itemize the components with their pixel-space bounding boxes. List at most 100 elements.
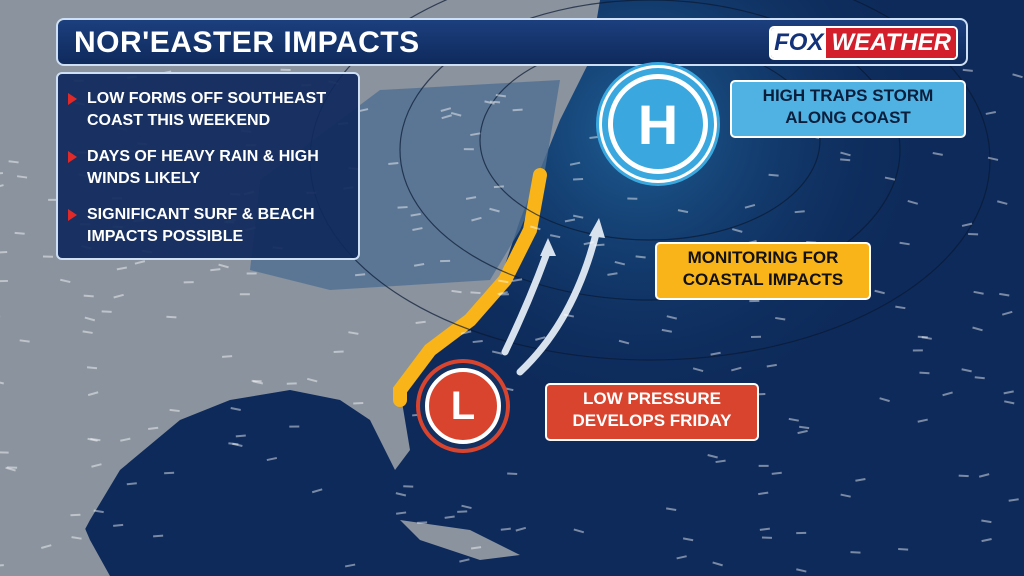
wind-streak [974, 376, 985, 380]
wind-streak [794, 210, 805, 214]
wind-streak [495, 94, 507, 98]
impacts-list: LOW FORMS OFF SOUTHEAST COAST THIS WEEKE… [56, 72, 360, 260]
wind-streak [999, 292, 1010, 297]
wind-streak [91, 463, 102, 468]
wind-streak [840, 151, 851, 157]
wind-streak [266, 456, 278, 462]
wind-streak [232, 442, 243, 447]
wind-streak [0, 251, 8, 254]
wind-streak [1012, 73, 1023, 79]
wind-streak [470, 546, 482, 550]
wind-streak [692, 367, 704, 373]
wind-streak [917, 418, 928, 423]
wind-streak [879, 397, 890, 403]
wind-streak [355, 273, 366, 277]
wind-streak [166, 315, 177, 319]
wind-streak [459, 558, 470, 563]
wind-streak [572, 214, 584, 219]
wind-streak [759, 527, 770, 531]
wind-streak [962, 68, 973, 72]
wind-streak [450, 111, 462, 117]
wind-streak [715, 459, 726, 464]
wind-streak [489, 207, 500, 213]
wind-streak [210, 268, 221, 272]
wind-streak [71, 536, 82, 540]
wind-streak [493, 185, 504, 189]
wind-streak [961, 222, 973, 227]
wind-streak [397, 206, 408, 209]
wind-streak [116, 266, 128, 271]
wind-streak [444, 515, 455, 519]
wind-streak [148, 426, 159, 430]
wind-streak [1001, 310, 1013, 316]
wind-streak [797, 429, 808, 435]
wind-streak [978, 473, 990, 478]
wind-streak [86, 366, 98, 370]
wind-streak [958, 474, 969, 478]
wind-streak [635, 255, 646, 259]
land-mexico [0, 470, 110, 576]
wind-streak [41, 544, 52, 549]
wind-streak [666, 315, 678, 320]
wind-streak [972, 326, 983, 332]
wind-streak [503, 387, 514, 392]
wind-streak [981, 519, 992, 524]
wind-streak [87, 391, 99, 397]
wind-streak [93, 509, 104, 514]
wind-streak [666, 507, 677, 511]
wind-streak [1008, 498, 1019, 502]
wind-streak [569, 161, 581, 166]
bullet-arrow-icon [68, 151, 77, 163]
wind-streak [415, 320, 426, 325]
wind-streak [942, 391, 953, 397]
wind-streak [153, 534, 164, 538]
wind-streak [768, 173, 779, 177]
wind-streak [120, 437, 131, 442]
wind-streak [101, 310, 112, 313]
wind-streak [465, 196, 477, 200]
wind-streak [981, 538, 992, 543]
bullet-arrow-icon [68, 209, 77, 221]
wind-streak [564, 218, 576, 223]
wind-streak [113, 523, 124, 527]
wind-streak [899, 241, 910, 246]
wind-streak [0, 184, 4, 188]
list-item: LOW FORMS OFF SOUTHEAST COAST THIS WEEKE… [68, 88, 348, 132]
wind-streak [771, 471, 782, 475]
wind-streak [235, 434, 246, 438]
wind-streak [395, 511, 407, 515]
wind-streak [987, 156, 999, 161]
wind-streak [712, 561, 723, 567]
wind-streak [732, 228, 743, 233]
wind-streak [84, 316, 96, 322]
wind-streak [766, 363, 777, 368]
wind-streak [855, 477, 866, 482]
wind-streak [874, 289, 885, 295]
wind-streak [884, 176, 896, 181]
wind-streak [0, 172, 4, 175]
wind-streak [618, 339, 630, 345]
wind-streak [594, 243, 605, 247]
wind-streak [440, 107, 452, 112]
wind-streak [731, 366, 742, 372]
wind-streak [497, 291, 508, 296]
wind-streak [682, 537, 694, 542]
wind-streak [932, 152, 943, 156]
wind-streak [230, 406, 241, 411]
wind-streak [252, 380, 264, 385]
wind-streak [82, 330, 93, 334]
wind-streak [83, 294, 94, 298]
bullet-text: LOW FORMS OFF SOUTHEAST COAST THIS WEEKE… [87, 90, 327, 129]
wind-streak [840, 493, 851, 498]
wind-streak [461, 504, 472, 510]
wind-streak [614, 260, 626, 266]
wind-streak [0, 564, 4, 567]
low-pressure-icon: L [425, 368, 501, 444]
wind-streak [344, 563, 356, 568]
wind-streak [799, 425, 810, 430]
wind-streak [573, 528, 585, 534]
wind-streak [498, 279, 509, 284]
wind-streak [413, 263, 425, 267]
wind-streak [412, 413, 423, 417]
wind-streak [573, 177, 584, 181]
